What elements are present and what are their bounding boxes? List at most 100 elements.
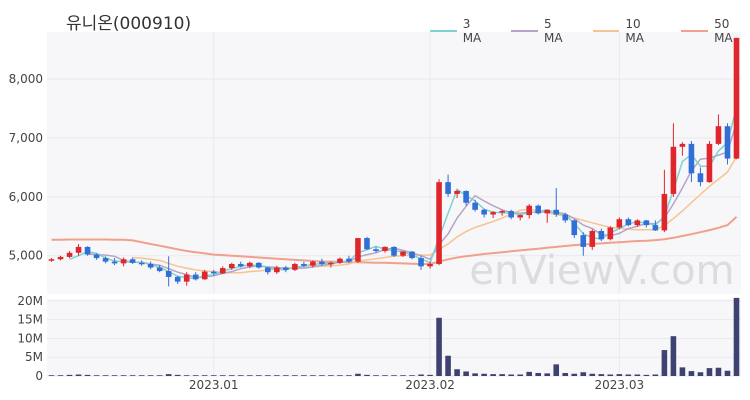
volume-bar — [535, 372, 542, 376]
volume-bar — [382, 375, 388, 376]
volume-bar — [490, 374, 496, 376]
ma50-line — [51, 216, 738, 265]
volume-bar — [328, 375, 334, 376]
legend-item: 50 MA — [681, 17, 750, 45]
candle-body — [147, 263, 154, 268]
volume-bar — [670, 336, 677, 376]
candle-body — [472, 202, 478, 210]
candle-body — [246, 262, 253, 267]
volume-bar — [544, 373, 551, 376]
candle-body — [562, 214, 569, 221]
candle-body — [679, 143, 686, 147]
volume-bar — [562, 372, 569, 376]
candle-body — [373, 249, 379, 252]
candle-body — [409, 251, 415, 259]
volume-bar — [228, 375, 235, 376]
volume-bar — [706, 368, 713, 376]
candle-body — [553, 209, 560, 215]
candle-body — [156, 267, 163, 272]
candle-body — [138, 262, 145, 265]
candle-body — [607, 227, 614, 240]
candle-body — [129, 259, 136, 263]
volume-bar — [625, 374, 632, 376]
volume-tick-label: 5M — [25, 350, 43, 364]
legend-label: 50 MA — [714, 17, 733, 45]
volume-bar — [364, 374, 370, 376]
price-tick-label: 6,000 — [9, 190, 43, 204]
candle-body — [616, 219, 623, 228]
candle-body — [481, 209, 487, 215]
candle-body — [634, 220, 641, 226]
candle-body — [283, 267, 289, 270]
legend-label: 5 MA — [544, 17, 563, 45]
volume-bar — [616, 374, 623, 376]
volume-bar — [237, 375, 244, 376]
candle-body — [301, 263, 307, 266]
volume-bar — [93, 375, 100, 376]
volume-bar — [102, 375, 109, 376]
volume-bar — [481, 373, 487, 376]
volume-bar — [120, 375, 127, 376]
volume-bar — [400, 375, 406, 376]
volume-bar — [553, 364, 560, 376]
candle-body — [174, 276, 181, 282]
volume-bar — [697, 372, 704, 376]
volume-bar — [418, 374, 424, 376]
legend-swatch — [681, 30, 709, 32]
candle-body — [454, 190, 460, 194]
candle-body — [445, 182, 451, 194]
volume-bar — [57, 375, 64, 376]
volume-bar — [373, 375, 379, 376]
volume-bar — [679, 367, 686, 376]
candle-body — [490, 212, 496, 215]
candle-body — [192, 274, 199, 280]
volume-bar — [355, 373, 361, 376]
candle-body — [265, 267, 271, 273]
candle-body — [391, 246, 397, 256]
volume-bar — [283, 375, 289, 376]
candle-body — [57, 256, 64, 260]
volume-bar — [445, 355, 451, 376]
candle-body — [346, 258, 352, 262]
legend-label: 3 MA — [462, 17, 482, 45]
volume-bar — [661, 350, 668, 376]
legend-item: 10 MA — [592, 17, 662, 45]
volume-bar — [454, 369, 460, 376]
candle-body — [228, 263, 235, 269]
candle-body — [256, 262, 262, 268]
volume-bar — [147, 375, 154, 376]
volume-bar — [436, 317, 442, 376]
volume-tick-label: 10M — [17, 331, 43, 345]
volume-bar — [246, 375, 253, 376]
candle-body — [499, 210, 505, 213]
volume-bar — [138, 375, 145, 376]
volume-bar — [274, 375, 280, 376]
volume-bar — [210, 375, 217, 376]
candle-body — [706, 143, 713, 183]
legend: 3 MA 5 MA 10 MA 50 MA — [430, 17, 750, 45]
candle-body — [292, 263, 298, 270]
candle-body — [120, 259, 127, 264]
volume-bar — [724, 370, 731, 376]
price-tick-label: 8,000 — [9, 72, 43, 86]
volume-bar — [409, 375, 415, 376]
volume-bar — [192, 375, 199, 376]
candle-body — [661, 193, 668, 231]
volume-bar — [580, 372, 587, 376]
price-tick-label: 5,000 — [9, 249, 43, 263]
candle-body — [183, 274, 190, 282]
candle-body — [625, 219, 632, 226]
candle-body — [643, 220, 650, 226]
candle-body — [274, 267, 280, 273]
candle-body — [48, 259, 55, 261]
candle-body — [310, 261, 316, 266]
candle-body — [337, 258, 343, 263]
candle-body — [427, 263, 433, 267]
candle-body — [724, 126, 731, 159]
legend-swatch — [511, 30, 539, 32]
volume-panel — [47, 299, 741, 376]
volume-bar — [508, 374, 514, 376]
volume-bar — [66, 374, 73, 376]
